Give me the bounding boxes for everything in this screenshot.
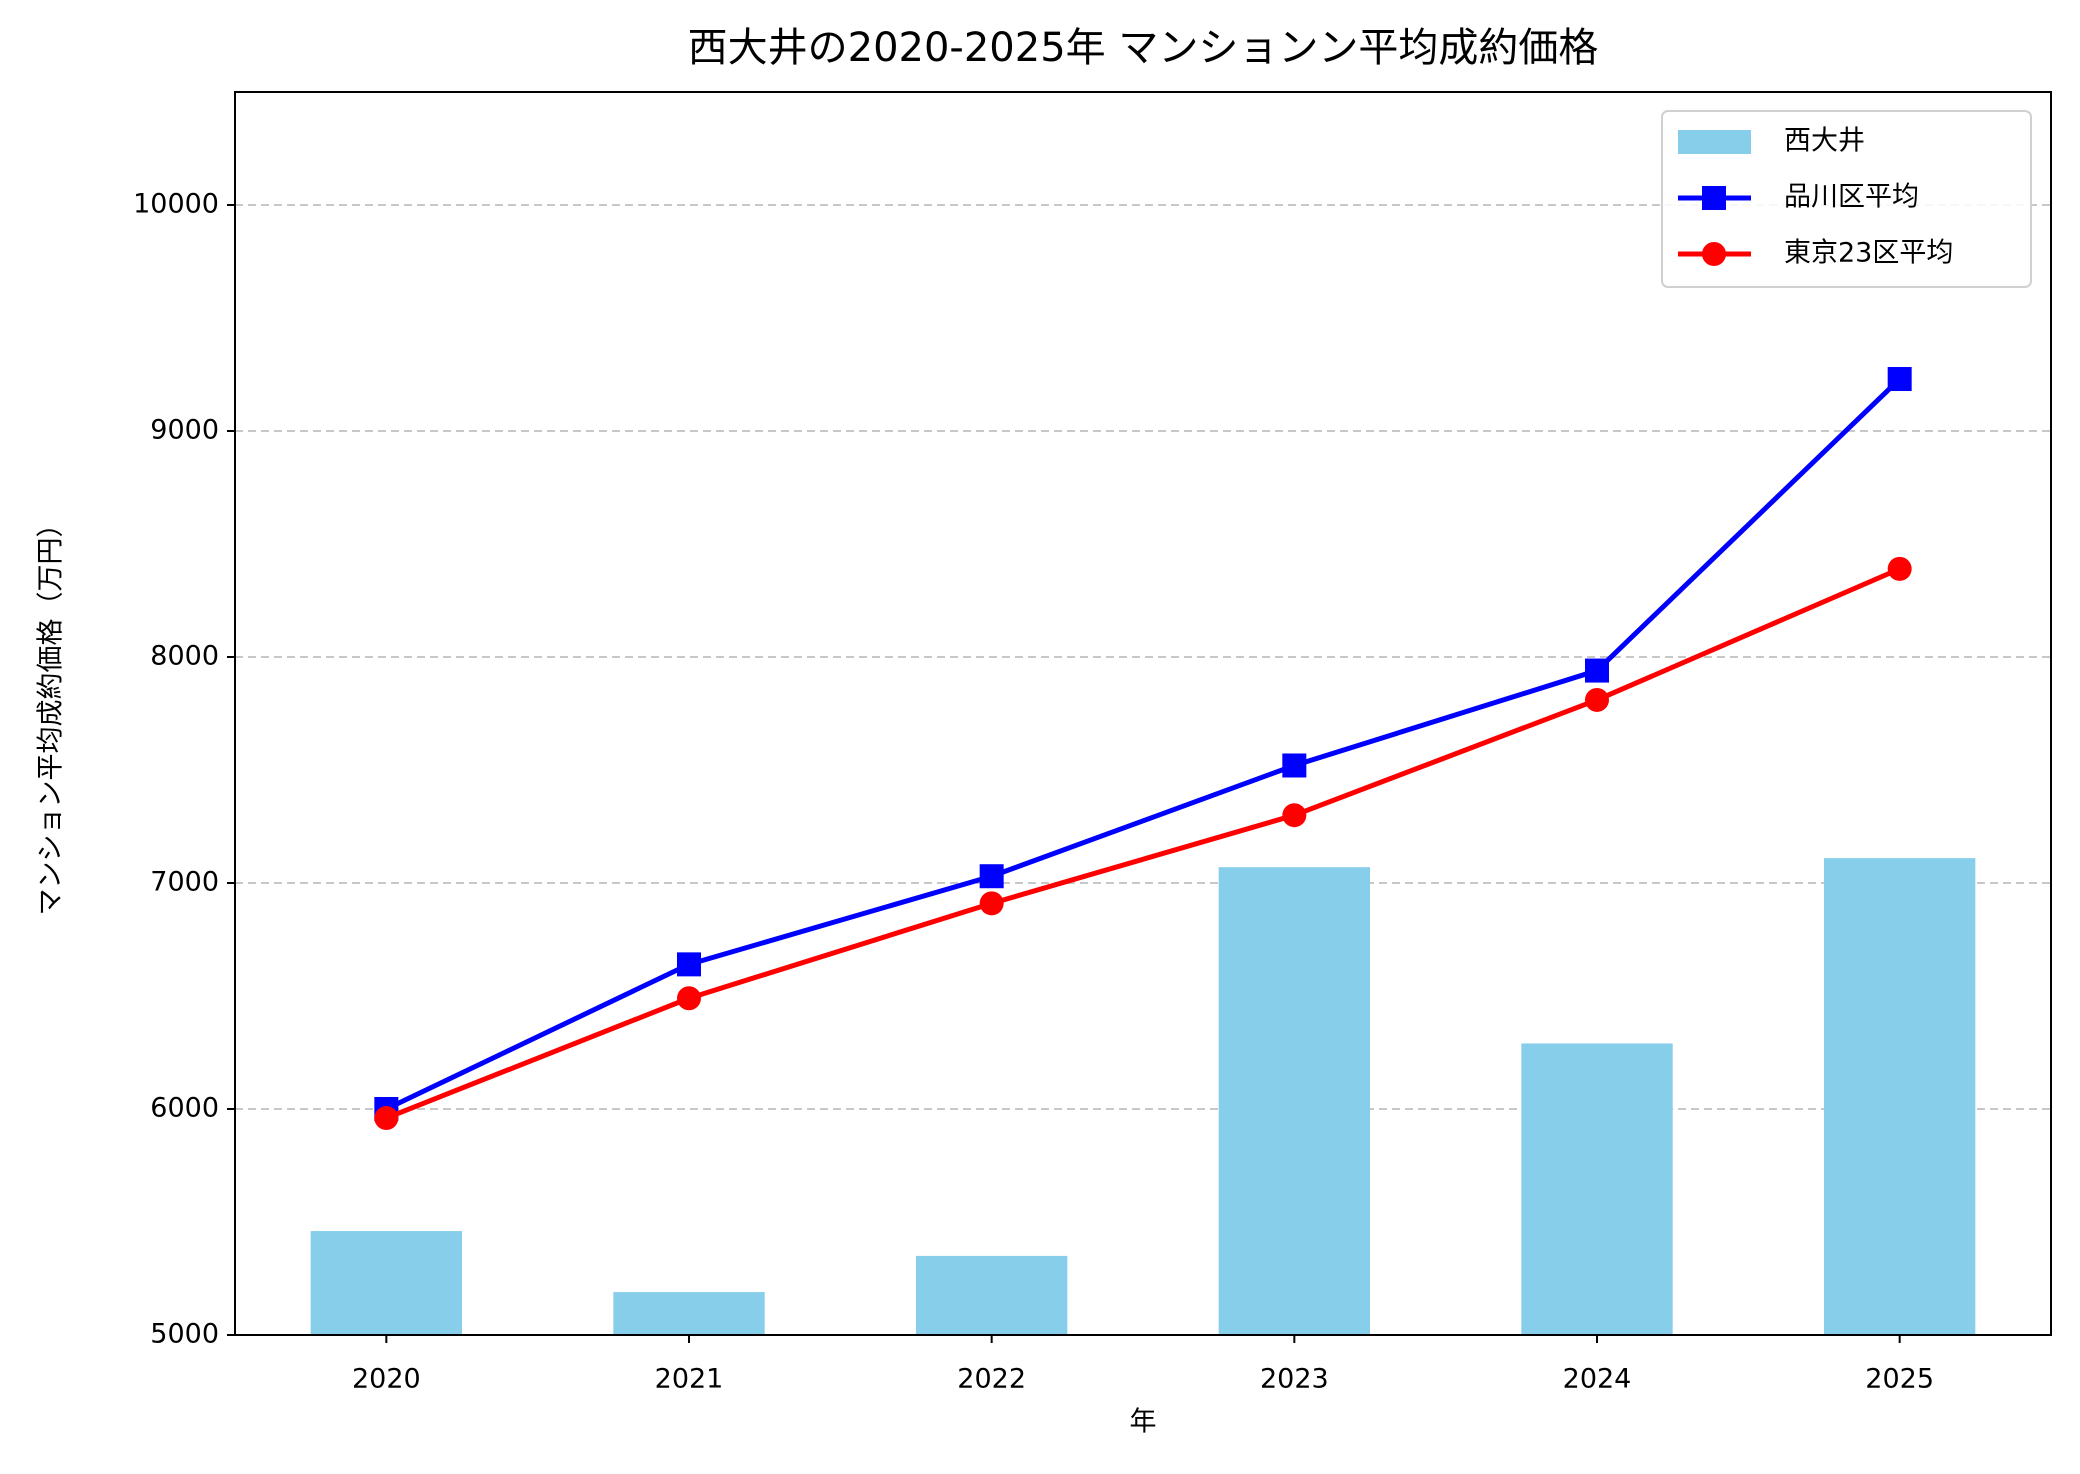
y-axis-label: マンション平均成約価格（万円） — [36, 511, 67, 916]
y-tick-label: 7000 — [150, 867, 219, 898]
bar — [310, 1231, 462, 1335]
chart-title: 西大井の2020-2025年 マンションン平均成約価格 — [688, 25, 1599, 71]
marker — [677, 986, 701, 1011]
y-tick-label: 8000 — [150, 641, 219, 672]
marker — [1585, 687, 1609, 712]
y-tick-label: 10000 — [133, 189, 219, 220]
marker — [1282, 753, 1307, 778]
marker — [979, 891, 1004, 916]
marker — [1282, 803, 1307, 828]
x-tick-label: 2024 — [1563, 1364, 1632, 1395]
line — [385, 566, 1901, 1121]
marker — [677, 952, 701, 977]
legend-marker — [1702, 186, 1726, 210]
x-axis-label: 年 — [1130, 1407, 1157, 1438]
marker — [979, 864, 1004, 889]
legend-box — [1661, 110, 2032, 288]
bar — [1824, 858, 1976, 1335]
line — [385, 377, 1902, 1112]
marker — [1585, 658, 1609, 683]
marker — [1887, 556, 1912, 581]
y-tick-label: 5000 — [150, 1319, 219, 1350]
legend-label: 西大井 — [1784, 126, 1865, 157]
marker — [1887, 367, 1912, 392]
legend-swatch — [1678, 130, 1751, 154]
bar — [613, 1292, 765, 1335]
x-tick-label: 2023 — [1260, 1364, 1329, 1395]
y-tick-label: 9000 — [150, 415, 219, 446]
x-tick-label: 2021 — [655, 1364, 724, 1395]
bar — [1521, 1043, 1673, 1335]
x-tick-label: 2022 — [957, 1364, 1026, 1395]
x-tick-label: 2020 — [352, 1364, 421, 1395]
y-tick-label: 6000 — [150, 1093, 219, 1124]
legend-label: 東京23区平均 — [1784, 238, 1953, 269]
marker — [374, 1106, 399, 1131]
plot-frame — [234, 91, 2052, 1336]
legend-marker — [1702, 242, 1726, 266]
bar — [916, 1255, 1068, 1335]
legend-label: 品川区平均 — [1784, 182, 1919, 213]
x-tick-label: 2025 — [1865, 1364, 1934, 1395]
bar — [1218, 867, 1370, 1335]
